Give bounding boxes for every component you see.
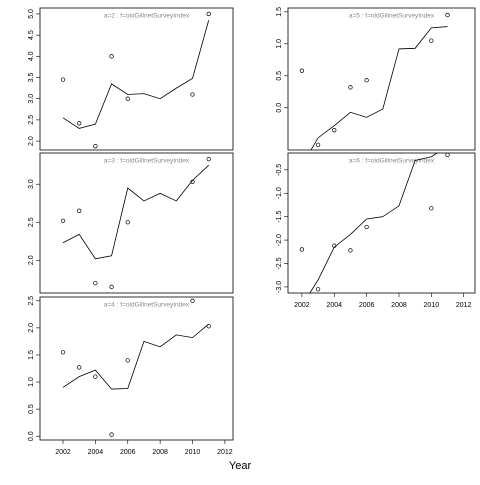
data-point [348,85,353,90]
y-tick-label: 1.0 [28,377,35,387]
plot-area [299,153,450,293]
y-tick-label: -2.5 [276,257,283,269]
y-tick-label: 0.5 [276,71,283,81]
y-tick-label: 5.0 [28,9,35,19]
panel: a=3 : f=oldGillnetSurveyIndex 2.0 2.5 3.0 [28,152,234,294]
panel: a=2 : f=oldGillnetSurveyIndex 2.0 2.5 3.0 3.… [28,7,234,151]
panel: a=6 : f=oldGillnetSurveyIndex -3.0 -2.5 -2.… [276,152,476,309]
y-tick-label: 4.0 [28,51,35,61]
fitted-line [310,26,448,150]
y-tick-label: -3.0 [276,281,283,293]
data-point [190,298,195,303]
data-point [445,12,450,18]
data-point [445,153,450,158]
data-point [299,247,305,252]
y-tick-label: 3.5 [28,73,35,83]
x-axis-label: Year [229,460,252,472]
fitted-line [62,164,209,260]
data-point [125,358,130,363]
plot-area [60,11,211,149]
panel-title: a=4 : f=oldGillnetSurveyIndex [104,302,190,309]
y-tick-label: 2.0 [28,323,35,333]
data-point [348,248,353,253]
plot-area [60,298,211,437]
panel-frame [39,296,234,441]
panel: a=4 : f=oldGillnetSurveyIndex 0.0 0.5 1.0 1.… [28,296,252,472]
data-point [109,284,114,290]
y-tick-label: 4.5 [28,30,35,40]
panel-frame [39,7,234,151]
data-point [206,11,211,17]
x-tick-label: 2012 [456,302,472,309]
y-tick-label: 2.0 [28,255,35,265]
y-tick-label: 3.0 [28,94,35,104]
data-point [109,432,114,437]
y-tick-label: -1.0 [276,187,283,199]
x-tick-label: 2010 [424,302,440,309]
data-point [77,208,82,213]
y-tick-label: 1.5 [28,350,35,360]
y-tick-label: -2.0 [276,234,283,246]
y-tick-label: 0.0 [276,103,283,113]
y-tick-label: 2.5 [28,296,35,306]
x-tick-label: 2006 [359,302,375,309]
plot-area [60,156,211,290]
fitted-line [309,153,438,293]
x-tick-label: 2004 [326,302,342,309]
x-tick-label: 2004 [88,449,104,456]
data-point [60,77,66,82]
data-point [93,280,98,286]
data-point [125,96,130,101]
data-point [77,121,82,126]
x-tick-label: 2002 [55,449,71,456]
y-tick-label: 1.0 [276,39,283,49]
plot-area [299,12,450,150]
x-tick-label: 2012 [217,449,233,456]
y-tick-label: 3.0 [28,179,35,189]
y-tick-label: 0.0 [28,431,35,441]
panel-title: a=6 : f=oldGillnetSurveyIndex [349,158,435,165]
panel-frame [287,7,476,151]
data-point [206,156,211,162]
data-point [190,92,195,97]
y-tick-label: 1.5 [276,7,283,17]
panel-title: a=2 : f=oldGillnetSurveyIndex [104,13,190,20]
panel-frame [39,152,234,294]
data-point [315,142,321,148]
data-point [93,144,98,149]
y-tick-label: 2.5 [28,115,35,125]
y-tick-label: 2.5 [28,217,35,227]
data-point [299,68,305,73]
y-tick-label: -1.5 [276,211,283,223]
y-tick-label: 0.5 [28,404,35,414]
x-tick-label: 2006 [120,449,136,456]
x-tick-label: 2010 [185,449,201,456]
panel: a=5 : f=oldGillnetSurveyIndex 0.0 0.5 1.0 1.… [276,7,476,151]
data-point [429,206,434,211]
data-point [315,287,321,292]
data-point [93,374,98,379]
data-point [60,350,66,355]
data-point [109,54,114,59]
data-point [332,128,337,133]
data-point [60,218,66,223]
y-tick-label: 2.0 [28,136,35,146]
x-tick-label: 2002 [294,302,310,309]
data-point [77,365,82,370]
panel-frame [287,152,476,294]
x-tick-label: 2008 [152,449,168,456]
data-point [429,38,434,43]
x-tick-label: 2008 [391,302,407,309]
data-point [364,78,369,83]
panel-title: a=3 : f=oldGillnetSurveyIndex [104,158,190,165]
y-tick-label: -0.5 [276,164,283,176]
data-point [125,220,130,225]
data-point [364,224,369,230]
fitted-line [62,20,210,129]
panel-title: a=5 : f=oldGillnetSurveyIndex [349,13,435,20]
fitted-line [62,323,209,390]
